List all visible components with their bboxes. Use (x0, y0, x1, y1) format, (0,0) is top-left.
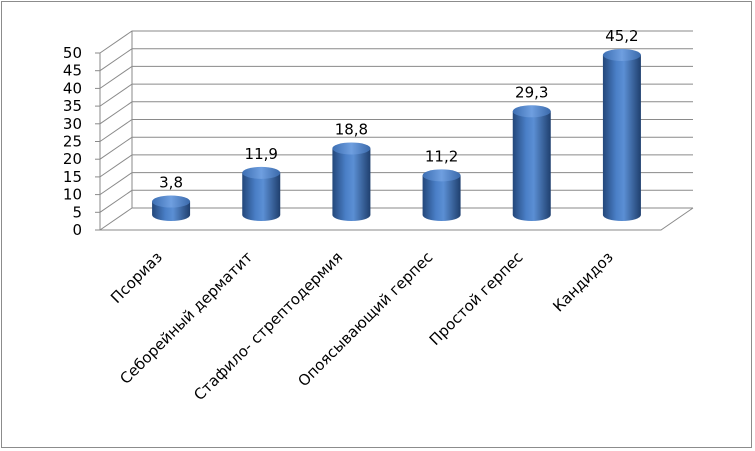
y-tick-label: 40 (63, 79, 82, 97)
bars (152, 48, 641, 222)
y-tick-label: 25 (63, 133, 82, 151)
bar-top (332, 142, 371, 155)
bar-body (512, 111, 551, 222)
data-label: 3,8 (159, 174, 183, 192)
y-tick-label: 45 (63, 62, 82, 80)
y-tick-label: 30 (63, 115, 82, 133)
data-label: 11,9 (245, 145, 278, 163)
bar-body (602, 54, 641, 221)
bar (152, 195, 191, 222)
bar-body (332, 148, 371, 222)
x-category-label: Псориаз (107, 248, 166, 307)
x-category-label: Кандидоз (549, 248, 616, 315)
bar-top (512, 105, 551, 118)
y-tick-label: 35 (63, 97, 82, 115)
data-label: 18,8 (335, 120, 368, 138)
bar (242, 166, 281, 222)
bar (332, 142, 371, 222)
bar-top (602, 48, 641, 61)
y-tick-label: 5 (72, 203, 82, 221)
bar (422, 169, 461, 222)
bar-body (242, 172, 281, 222)
bar-top (152, 195, 191, 208)
y-tick-label: 15 (63, 168, 82, 186)
y-tick-label: 0 (72, 221, 82, 239)
y-tick-label: 50 (63, 44, 82, 62)
bar (512, 105, 551, 222)
grid (99, 30, 694, 231)
gridline (99, 30, 693, 54)
y-tick-label: 10 (63, 186, 82, 204)
y-tick-label: 20 (63, 150, 82, 168)
bar (602, 48, 641, 221)
bar-top (242, 166, 281, 179)
bar-body (422, 175, 461, 222)
floor-edge (100, 207, 694, 231)
data-label: 45,2 (605, 27, 638, 45)
x-category-label: Стафило- стрептодермия (190, 248, 346, 404)
data-label: 29,3 (515, 83, 548, 101)
x-category-label: Простой герпес (426, 248, 527, 349)
data-label: 11,2 (425, 147, 458, 165)
bar-top (422, 169, 461, 182)
data-labels: 3,8 11,9 18,8 11,2 29,3 45,2 (159, 27, 638, 192)
